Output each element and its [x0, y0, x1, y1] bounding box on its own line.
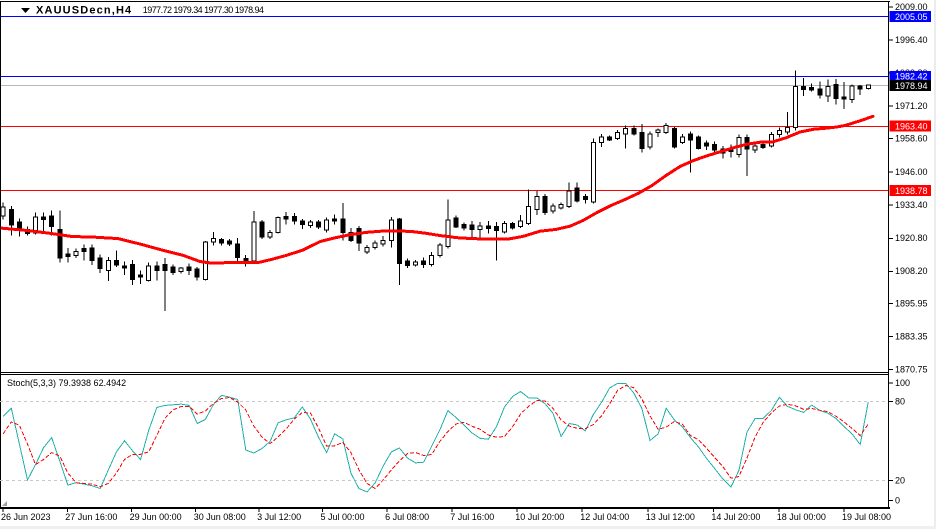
svg-text:14 Jul 20:00: 14 Jul 20:00: [711, 512, 760, 522]
svg-text:1982.42: 1982.42: [895, 72, 928, 82]
svg-text:XAUUSDecn,H4: XAUUSDecn,H4: [36, 5, 132, 17]
svg-text:29 Jun 00:00: 29 Jun 00:00: [130, 512, 182, 522]
svg-text:26 Jun 2023: 26 Jun 2023: [1, 512, 51, 522]
svg-text:80: 80: [895, 396, 905, 406]
svg-text:1933.40: 1933.40: [895, 200, 928, 210]
svg-text:20: 20: [895, 475, 905, 485]
svg-text:10 Jul 20:00: 10 Jul 20:00: [515, 512, 564, 522]
svg-text:19 Jul 08:00: 19 Jul 08:00: [842, 512, 891, 522]
svg-text:2009.00: 2009.00: [895, 2, 928, 12]
svg-text:5 Jul 00:00: 5 Jul 00:00: [321, 512, 365, 522]
svg-text:1978.94: 1978.94: [895, 81, 928, 91]
svg-text:1938.78: 1938.78: [895, 186, 928, 196]
svg-text:1996.40: 1996.40: [895, 35, 928, 45]
svg-text:Stoch(5,3,3) 79.3938 62.4942: Stoch(5,3,3) 79.3938 62.4942: [7, 378, 126, 388]
svg-text:1958.60: 1958.60: [895, 134, 928, 144]
svg-text:27 Jun 16:00: 27 Jun 16:00: [65, 512, 117, 522]
svg-text:1977.72 1979.34 1977.30 1978.9: 1977.72 1979.34 1977.30 1978.94: [143, 5, 264, 15]
svg-text:1908.20: 1908.20: [895, 266, 928, 276]
svg-text:0: 0: [895, 495, 900, 505]
svg-text:1971.20: 1971.20: [895, 101, 928, 111]
svg-text:30 Jun 08:00: 30 Jun 08:00: [194, 512, 246, 522]
svg-text:6 Jul 08:00: 6 Jul 08:00: [385, 512, 429, 522]
svg-text:13 Jul 12:00: 13 Jul 12:00: [646, 512, 695, 522]
svg-text:2005.05: 2005.05: [895, 12, 928, 22]
svg-text:1870.75: 1870.75: [895, 364, 928, 374]
svg-text:1963.40: 1963.40: [895, 122, 928, 132]
svg-text:18 Jul 00:00: 18 Jul 00:00: [777, 512, 826, 522]
svg-text:1920.80: 1920.80: [895, 233, 928, 243]
svg-text:1883.35: 1883.35: [895, 331, 928, 341]
svg-text:1895.95: 1895.95: [895, 299, 928, 309]
svg-text:100: 100: [895, 378, 910, 388]
svg-text:7 Jul 16:00: 7 Jul 16:00: [450, 512, 494, 522]
svg-text:12 Jul 04:00: 12 Jul 04:00: [580, 512, 629, 522]
svg-text:1946.00: 1946.00: [895, 167, 928, 177]
svg-text:3 Jul 12:00: 3 Jul 12:00: [257, 512, 301, 522]
